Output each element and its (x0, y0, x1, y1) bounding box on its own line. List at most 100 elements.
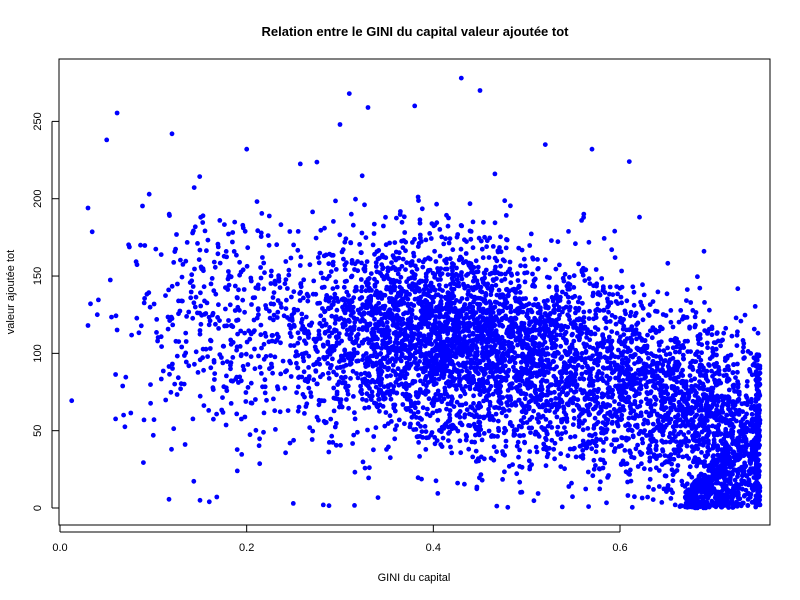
data-point (265, 233, 271, 239)
data-point (387, 455, 393, 461)
data-point (643, 374, 648, 380)
data-point (471, 393, 476, 399)
data-point (656, 468, 662, 473)
data-point (437, 428, 442, 433)
data-point (88, 301, 93, 307)
data-point (206, 322, 212, 328)
data-point (309, 320, 315, 326)
data-point (538, 308, 543, 313)
data-point (396, 417, 402, 423)
data-point (408, 262, 414, 268)
data-point (343, 236, 349, 242)
data-point (401, 238, 407, 243)
data-point (505, 504, 511, 510)
data-point (627, 472, 632, 477)
data-point (257, 436, 262, 442)
data-point (427, 231, 433, 236)
data-point (318, 313, 324, 319)
data-point (519, 320, 525, 326)
data-point (539, 425, 545, 430)
data-point (190, 230, 196, 236)
data-point (379, 346, 384, 351)
data-point (258, 265, 263, 270)
data-point (617, 337, 622, 343)
data-point (426, 396, 432, 402)
data-point (298, 284, 304, 290)
data-point (348, 211, 354, 217)
data-point (179, 344, 185, 350)
data-point (158, 376, 164, 382)
data-point (640, 365, 646, 371)
data-point (599, 276, 605, 281)
data-point (392, 427, 398, 432)
data-point (543, 463, 549, 469)
data-point (381, 223, 386, 229)
data-point (402, 230, 408, 235)
data-point (500, 477, 505, 482)
data-point (553, 382, 559, 388)
data-point (201, 403, 207, 408)
data-point (392, 240, 398, 246)
data-point (498, 342, 504, 348)
data-point (114, 110, 120, 116)
data-point (285, 286, 290, 291)
data-point (571, 395, 576, 400)
data-point (211, 259, 217, 265)
data-point (576, 424, 582, 429)
data-point (414, 266, 420, 272)
data-point (533, 363, 539, 369)
data-point (483, 346, 489, 351)
data-point (521, 415, 527, 420)
data-point (480, 280, 486, 285)
data-point (539, 358, 545, 364)
data-point (398, 274, 404, 280)
data-point (482, 322, 487, 328)
data-point (389, 260, 394, 265)
data-point (337, 400, 343, 406)
data-point (295, 384, 301, 390)
data-point (155, 335, 161, 340)
data-point (656, 348, 662, 353)
data-point (612, 314, 618, 320)
data-point (430, 403, 436, 409)
data-point (673, 349, 678, 355)
data-point (520, 378, 525, 384)
data-point (247, 432, 253, 438)
data-point (369, 389, 375, 395)
data-point (650, 299, 656, 304)
data-point (441, 375, 446, 380)
data-point (563, 361, 568, 367)
data-point (403, 267, 408, 272)
data-point (721, 330, 727, 336)
data-point (416, 300, 422, 306)
data-point (230, 355, 236, 360)
data-point (146, 191, 152, 197)
data-point (442, 266, 448, 272)
data-point (243, 390, 249, 395)
data-point (504, 287, 509, 293)
data-point (401, 373, 406, 379)
data-point (302, 338, 307, 344)
data-point (507, 259, 513, 265)
data-point (262, 270, 267, 276)
data-point (448, 444, 453, 450)
data-point (584, 330, 589, 336)
data-point (380, 393, 386, 399)
data-point (538, 379, 544, 385)
data-point (443, 236, 448, 242)
data-point (523, 391, 529, 397)
data-point (508, 280, 514, 286)
data-point (530, 256, 536, 262)
data-point (297, 263, 303, 268)
data-point (242, 309, 248, 315)
data-point (559, 504, 565, 510)
data-point (249, 400, 255, 406)
data-point (412, 359, 417, 365)
data-point (291, 306, 297, 312)
data-point (628, 335, 633, 341)
data-point (330, 344, 336, 349)
data-point (508, 420, 513, 425)
data-point (620, 378, 626, 383)
data-point (486, 352, 492, 358)
data-point (623, 360, 628, 366)
